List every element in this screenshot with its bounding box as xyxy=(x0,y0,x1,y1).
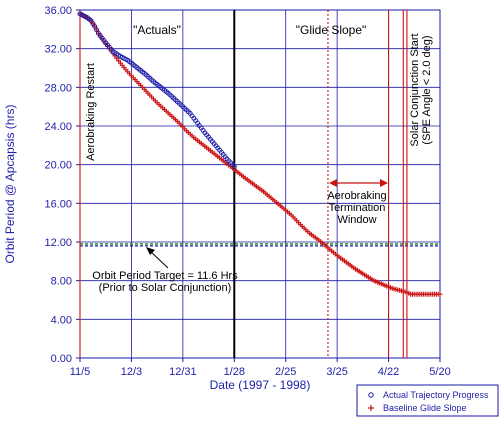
x-tick-label: 5/20 xyxy=(429,366,450,378)
annotation-actuals: "Actuals" xyxy=(133,23,181,37)
legend: Actual Trajectory Progress Baseline Glid… xyxy=(356,384,499,417)
x-tick-labels: 11/5 12/3 12/31 1/28 2/25 3/25 4/22 5/20 xyxy=(70,366,451,378)
annotation-target-line2: (Prior to Solar Conjunction) xyxy=(99,282,232,294)
x-axis-title: Date (1997 - 1998) xyxy=(210,378,311,392)
y-tick-label: 36.00 xyxy=(44,5,72,17)
data-point-actual xyxy=(231,164,237,170)
y-tick-label: 0.00 xyxy=(51,353,72,365)
x-tick-label: 12/31 xyxy=(169,366,197,378)
y-tick-label: 16.00 xyxy=(44,198,72,210)
y-tick-label: 28.00 xyxy=(44,82,72,94)
series-baseline-glide-slope xyxy=(77,11,443,297)
y-tick-label: 8.00 xyxy=(51,276,72,288)
x-tick-label: 3/25 xyxy=(326,366,347,378)
legend-marker-baseline xyxy=(368,405,374,411)
y-axis-title: Orbit Period @ Apcapsis (hrs) xyxy=(3,105,17,264)
annotation-solar-conjunction-line2: (SPE Angle < 2.0 deg) xyxy=(421,35,433,144)
reference-lines xyxy=(79,10,440,358)
annotation-solar-conjunction-line1: Solar Conjunction Start xyxy=(409,33,421,146)
y-tick-label: 24.00 xyxy=(44,121,72,133)
y-tick-label: 4.00 xyxy=(51,314,72,326)
target-arrow xyxy=(146,247,169,269)
annotation-termination-line3: Window xyxy=(337,214,376,226)
y-tick-labels: 0.00 4.00 8.00 12.00 16.00 20.00 24.00 28.00 32.… xyxy=(44,5,72,365)
y-tick-label: 32.00 xyxy=(44,44,72,56)
termination-window-arrow xyxy=(329,179,388,187)
series-actual-trajectory xyxy=(77,11,237,170)
annotation-glide-slope: "Glide Slope" xyxy=(296,23,367,37)
annotation-termination-line2: Termination xyxy=(329,202,386,214)
x-tick-label: 12/3 xyxy=(121,366,142,378)
legend-label-baseline: Baseline Glide Slope xyxy=(383,403,467,413)
data-point-baseline xyxy=(437,291,443,297)
annotation-aerobraking-restart: Aerobraking Restart xyxy=(85,63,97,161)
y-tick-label: 20.00 xyxy=(44,160,72,172)
annotation-termination-line1: Aerobraking xyxy=(327,190,386,202)
x-tick-label: 2/25 xyxy=(275,366,296,378)
y-tick-label: 12.00 xyxy=(44,237,72,249)
x-tick-label: 4/22 xyxy=(378,366,399,378)
x-tick-label: 1/28 xyxy=(224,366,245,378)
x-tick-label: 11/5 xyxy=(70,366,91,378)
annotation-target-line1: Orbit Period Target = 11.6 Hrs xyxy=(92,270,238,282)
legend-label-actual: Actual Trajectory Progress xyxy=(383,390,489,400)
legend-marker-actual xyxy=(368,392,374,398)
